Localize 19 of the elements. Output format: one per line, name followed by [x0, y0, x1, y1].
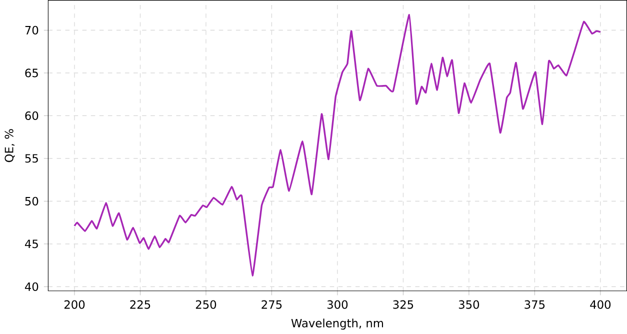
x-tick-label: 325 [393, 300, 414, 309]
y-tick-label: 60 [25, 111, 38, 120]
y-tick-label: 55 [25, 154, 38, 162]
y-tick-label: 70 [25, 26, 38, 34]
y-axis-title: QE, % [4, 128, 15, 162]
y-tick-label: 40 [24, 282, 38, 291]
x-tick-label: 375 [524, 300, 545, 309]
x-tick-label: 250 [196, 300, 216, 309]
x-tick-label: 350 [458, 300, 480, 309]
x-tick-label: 200 [64, 300, 85, 309]
y-tick-label: 45 [24, 240, 38, 248]
x-tick-label: 275 [262, 300, 282, 309]
x-tick-label: 400 [590, 300, 611, 309]
y-tick-label: 50 [25, 196, 38, 206]
line-series [74, 14, 602, 276]
x-tick-label: 225 [130, 300, 150, 309]
x-tick-label: 300 [327, 300, 348, 309]
y-tick-label: 65 [25, 68, 38, 78]
x-axis-title: Wavelength, nm [291, 318, 383, 330]
